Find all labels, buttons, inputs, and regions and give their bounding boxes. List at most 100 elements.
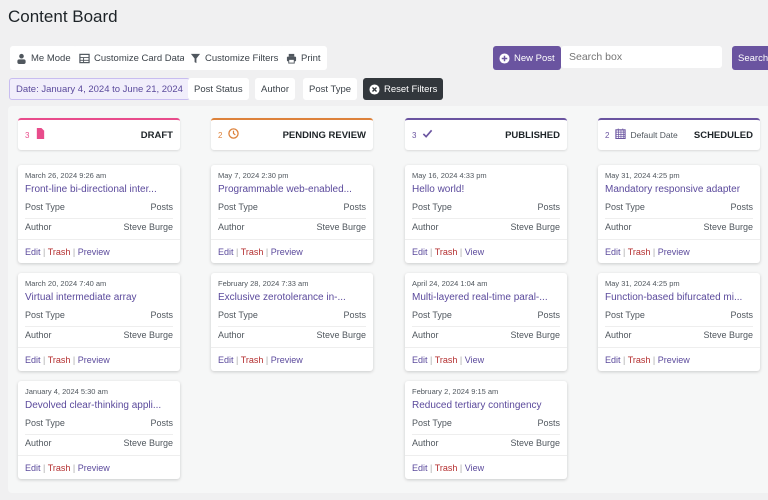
customize-filters-button[interactable]: Customize Filters xyxy=(184,46,285,70)
edit-link[interactable]: Edit xyxy=(25,247,41,257)
post-status-filter[interactable]: Post Status xyxy=(188,78,249,100)
post-card[interactable]: March 26, 2024 9:26 am Front-line bi-dir… xyxy=(18,165,180,263)
post-type-row: Post Type Posts xyxy=(605,310,753,327)
post-title-link[interactable]: Mandatory responsive adapter xyxy=(605,184,741,195)
customize-card-data-button[interactable]: Customize Card Data xyxy=(73,46,191,70)
view-link[interactable]: Preview xyxy=(77,355,110,365)
search-input[interactable] xyxy=(561,46,722,68)
view-link[interactable]: Preview xyxy=(77,247,110,257)
view-link[interactable]: Preview xyxy=(270,355,303,365)
post-type-row: Post Type Posts xyxy=(412,310,560,327)
edit-link[interactable]: Edit xyxy=(605,247,621,257)
author-value: Steve Burge xyxy=(510,222,560,232)
trash-link[interactable]: Trash xyxy=(47,247,71,257)
separator: | xyxy=(459,247,463,257)
post-type-row: Post Type Posts xyxy=(25,418,173,435)
edit-link[interactable]: Edit xyxy=(412,247,428,257)
view-link[interactable]: Preview xyxy=(657,247,690,257)
post-type-label: Post Type xyxy=(412,202,452,212)
author-label: Author xyxy=(412,438,439,448)
view-link[interactable]: View xyxy=(464,463,485,473)
edit-link[interactable]: Edit xyxy=(25,355,41,365)
trash-link[interactable]: Trash xyxy=(240,247,264,257)
post-title-link[interactable]: Devolved clear-thinking appli... xyxy=(25,400,162,411)
trash-link[interactable]: Trash xyxy=(627,247,651,257)
separator: | xyxy=(430,355,433,365)
post-type-label: Post Type xyxy=(309,83,352,95)
post-title-link[interactable]: Multi-layered real-time paral-... xyxy=(412,292,548,303)
post-title-link[interactable]: Function-based bifurcated mi... xyxy=(605,292,743,303)
post-status-label: Post Status xyxy=(194,83,243,95)
me-mode-button[interactable]: Me Mode xyxy=(10,46,77,70)
post-card[interactable]: January 4, 2024 5:30 am Devolved clear-t… xyxy=(18,381,180,479)
date-filter[interactable]: Date: January 4, 2024 to June 21, 2024 xyxy=(9,78,190,100)
trash-link[interactable]: Trash xyxy=(47,463,71,473)
edit-link[interactable]: Edit xyxy=(218,355,234,365)
post-date: May 31, 2024 4:25 pm xyxy=(605,279,680,288)
post-type-value: Posts xyxy=(537,310,560,320)
plus-circle-icon xyxy=(499,52,510,64)
card-actions: Edit | Trash | Preview xyxy=(598,347,760,372)
post-type-label: Post Type xyxy=(25,418,65,428)
post-title-link[interactable]: Hello world! xyxy=(412,184,465,195)
reset-filters-button[interactable]: Reset Filters xyxy=(363,78,444,100)
post-title-link[interactable]: Reduced tertiary contingency xyxy=(412,400,542,411)
trash-link[interactable]: Trash xyxy=(240,355,264,365)
check-icon xyxy=(422,128,437,142)
author-value: Steve Burge xyxy=(123,330,173,340)
search-label: Search xyxy=(738,52,768,64)
post-title-link[interactable]: Virtual intermediate array xyxy=(25,292,137,303)
filter-icon xyxy=(190,53,201,63)
post-title-link[interactable]: Programmable web-enabled... xyxy=(218,184,352,195)
post-type-value: Posts xyxy=(150,202,173,212)
view-link[interactable]: View xyxy=(464,247,485,257)
post-card[interactable]: April 24, 2024 1:04 am Multi-layered rea… xyxy=(405,273,567,371)
status-title: PENDING REVIEW xyxy=(282,129,366,141)
trash-link[interactable]: Trash xyxy=(434,247,458,257)
separator: | xyxy=(623,355,626,365)
me-mode-label: Me Mode xyxy=(31,52,71,64)
post-card[interactable]: March 20, 2024 7:40 am Virtual intermedi… xyxy=(18,273,180,371)
edit-link[interactable]: Edit xyxy=(412,355,428,365)
trash-link[interactable]: Trash xyxy=(627,355,651,365)
print-label[interactable]: Print xyxy=(301,52,321,64)
author-filter[interactable]: Author xyxy=(255,78,295,100)
post-type-label: Post Type xyxy=(25,310,65,320)
author-row: Author Steve Burge xyxy=(218,222,366,232)
column-header: 3 DRAFT xyxy=(18,118,180,150)
edit-link[interactable]: Edit xyxy=(412,463,428,473)
post-card[interactable]: February 2, 2024 9:15 am Reduced tertiar… xyxy=(405,381,567,479)
author-label: Author xyxy=(25,222,52,232)
edit-link[interactable]: Edit xyxy=(605,355,621,365)
card-actions: Edit | Trash | Preview xyxy=(211,239,373,264)
post-type-value: Posts xyxy=(150,418,173,428)
post-count: 2 xyxy=(218,130,223,140)
edit-link[interactable]: Edit xyxy=(218,247,234,257)
post-title-link[interactable]: Exclusive zerotolerance in-... xyxy=(218,292,346,303)
print-button[interactable]: Print xyxy=(280,46,327,70)
calendar-icon xyxy=(615,128,630,142)
post-card[interactable]: May 31, 2024 4:25 pm Function-based bifu… xyxy=(598,273,760,371)
post-card[interactable]: May 7, 2024 2:30 pm Programmable web-ena… xyxy=(211,165,373,263)
new-post-button[interactable]: New Post xyxy=(493,46,561,70)
view-link[interactable]: Preview xyxy=(270,247,303,257)
post-card[interactable]: May 31, 2024 4:25 pm Mandatory responsiv… xyxy=(598,165,760,263)
trash-link[interactable]: Trash xyxy=(434,463,458,473)
trash-link[interactable]: Trash xyxy=(47,355,71,365)
search-button[interactable]: Search xyxy=(732,46,768,70)
view-link[interactable]: View xyxy=(464,355,485,365)
post-type-filter[interactable]: Post Type xyxy=(303,78,358,100)
view-link[interactable]: Preview xyxy=(657,355,690,365)
trash-link[interactable]: Trash xyxy=(434,355,458,365)
post-type-row: Post Type Posts xyxy=(218,310,366,327)
post-card[interactable]: May 16, 2024 4:33 pm Hello world! Post T… xyxy=(405,165,567,263)
post-title-link[interactable]: Front-line bi-directional inter... xyxy=(25,184,157,195)
default-date-label[interactable]: Default Date xyxy=(630,130,678,140)
card-actions: Edit | Trash | View xyxy=(405,239,567,264)
post-date: February 2, 2024 9:15 am xyxy=(412,387,499,396)
post-card[interactable]: February 28, 2024 7:33 am Exclusive zero… xyxy=(211,273,373,371)
view-link[interactable]: Preview xyxy=(77,463,110,473)
post-type-label: Post Type xyxy=(218,310,258,320)
card-actions: Edit | Trash | View xyxy=(405,455,567,480)
edit-link[interactable]: Edit xyxy=(25,463,41,473)
